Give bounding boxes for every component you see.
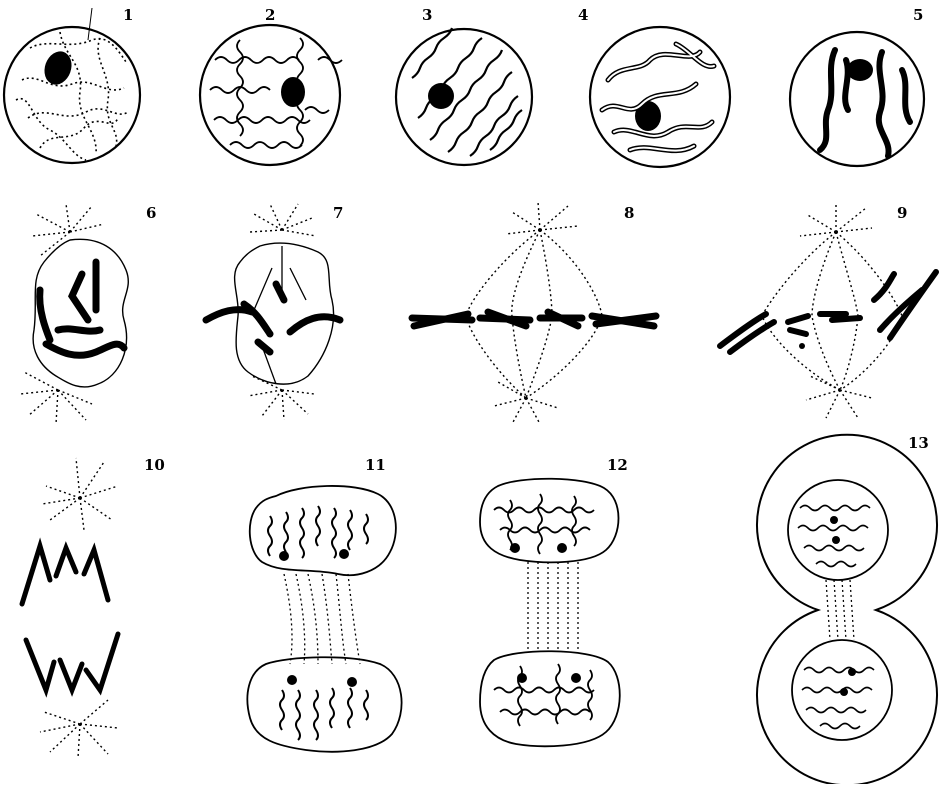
chromosomes: [817, 47, 913, 159]
nucleolus: [44, 51, 72, 85]
chromatin: [493, 493, 595, 727]
nucleolus-lower-left: [287, 675, 297, 685]
lower-daughter: [246, 656, 403, 753]
nucleolus: [281, 77, 305, 107]
stage-7-cell: [202, 203, 344, 421]
upper-daughter: [479, 477, 620, 564]
daughter-cells-outline: [756, 433, 938, 787]
cell-membrane: [588, 25, 732, 169]
stage-label-10: 10: [144, 456, 165, 474]
chromosomes-inner: [601, 43, 715, 152]
nucleolus-upper-right: [557, 543, 567, 553]
stage-8-cell: [408, 201, 660, 425]
chromosomes: [267, 505, 369, 741]
stage-label-12: 12: [607, 456, 628, 474]
nucleolus-upper-left: [510, 543, 520, 553]
aster-bottom: [805, 375, 873, 419]
stage-label-1: 1: [123, 6, 133, 24]
stage-label-2: 2: [265, 6, 275, 24]
spindle-remnant: [527, 562, 579, 652]
nuclear-envelope: [233, 242, 335, 385]
stage-9-cell: [717, 204, 939, 419]
midbody-fibers: [825, 579, 855, 641]
aster-top: [799, 204, 873, 237]
aster-bottom: [493, 381, 559, 425]
nucleolus-upper-right: [339, 549, 349, 559]
upper-nucleus: [787, 479, 889, 581]
cell-membrane: [2, 25, 142, 165]
aster-top: [31, 203, 105, 257]
upper-daughter: [248, 485, 397, 577]
stage-3-cell: [394, 27, 534, 167]
aster-top: [505, 201, 579, 235]
stage-1-cell: [2, 7, 142, 165]
stage-10-cell: [19, 457, 121, 759]
stage-label-4: 4: [578, 6, 588, 24]
chromosomes: [408, 308, 660, 330]
spindle-fibers: [253, 246, 307, 385]
stage-13-cell: [756, 433, 938, 787]
nucleolus-upper-left: [279, 551, 289, 561]
stage-label-11: 11: [365, 456, 386, 474]
aster-top: [249, 203, 317, 237]
stage-label-5: 5: [913, 6, 923, 24]
chromatids-lower: [23, 631, 121, 698]
nucleolus-lower-1: [848, 668, 856, 676]
stage-6-cell: [19, 203, 129, 425]
nucleolus: [635, 101, 661, 131]
spindle-remnant: [283, 573, 361, 665]
nucleolus-upper-1: [830, 516, 838, 524]
stage-label-9: 9: [897, 204, 907, 222]
lower-daughter: [479, 650, 621, 748]
pointer-line: [87, 7, 93, 41]
stage-2-cell: [198, 23, 343, 167]
aster-bottom: [247, 375, 315, 421]
granule: [799, 343, 805, 349]
chromosomes: [717, 269, 939, 355]
stage-label-7: 7: [333, 204, 343, 222]
nuclear-envelope: [32, 238, 129, 388]
chromatin-threads: [209, 37, 343, 149]
nucleolus-lower-right: [571, 673, 581, 683]
stage-label-13: 13: [908, 434, 929, 452]
chromatin-threads: [15, 31, 129, 161]
stage-label-6: 6: [146, 204, 156, 222]
aster-bottom: [39, 699, 119, 759]
nucleolus-lower-left: [517, 673, 527, 683]
stage-12-cell: [479, 477, 621, 748]
chromosomes: [202, 280, 344, 356]
chromatids-upper: [19, 537, 111, 607]
aster-top: [41, 457, 119, 531]
lower-nucleus: [791, 639, 893, 741]
chromosomes: [411, 27, 523, 157]
cell-membrane: [394, 27, 534, 167]
stage-label-8: 8: [624, 204, 634, 222]
nucleolus: [847, 59, 873, 81]
aster-bottom: [19, 371, 93, 425]
chromatin: [797, 504, 875, 730]
cell-membrane: [198, 23, 342, 167]
stage-label-3: 3: [422, 6, 432, 24]
chromosomes: [36, 258, 128, 359]
nucleolus-lower-right: [347, 677, 357, 687]
nucleolus-lower-2: [840, 688, 848, 696]
stage-11-cell: [246, 485, 403, 753]
stage-5-cell: [788, 30, 926, 168]
nucleolus: [428, 83, 454, 109]
nucleolus-upper-2: [832, 536, 840, 544]
stage-4-cell: [588, 25, 732, 169]
cell-membrane: [788, 30, 926, 168]
